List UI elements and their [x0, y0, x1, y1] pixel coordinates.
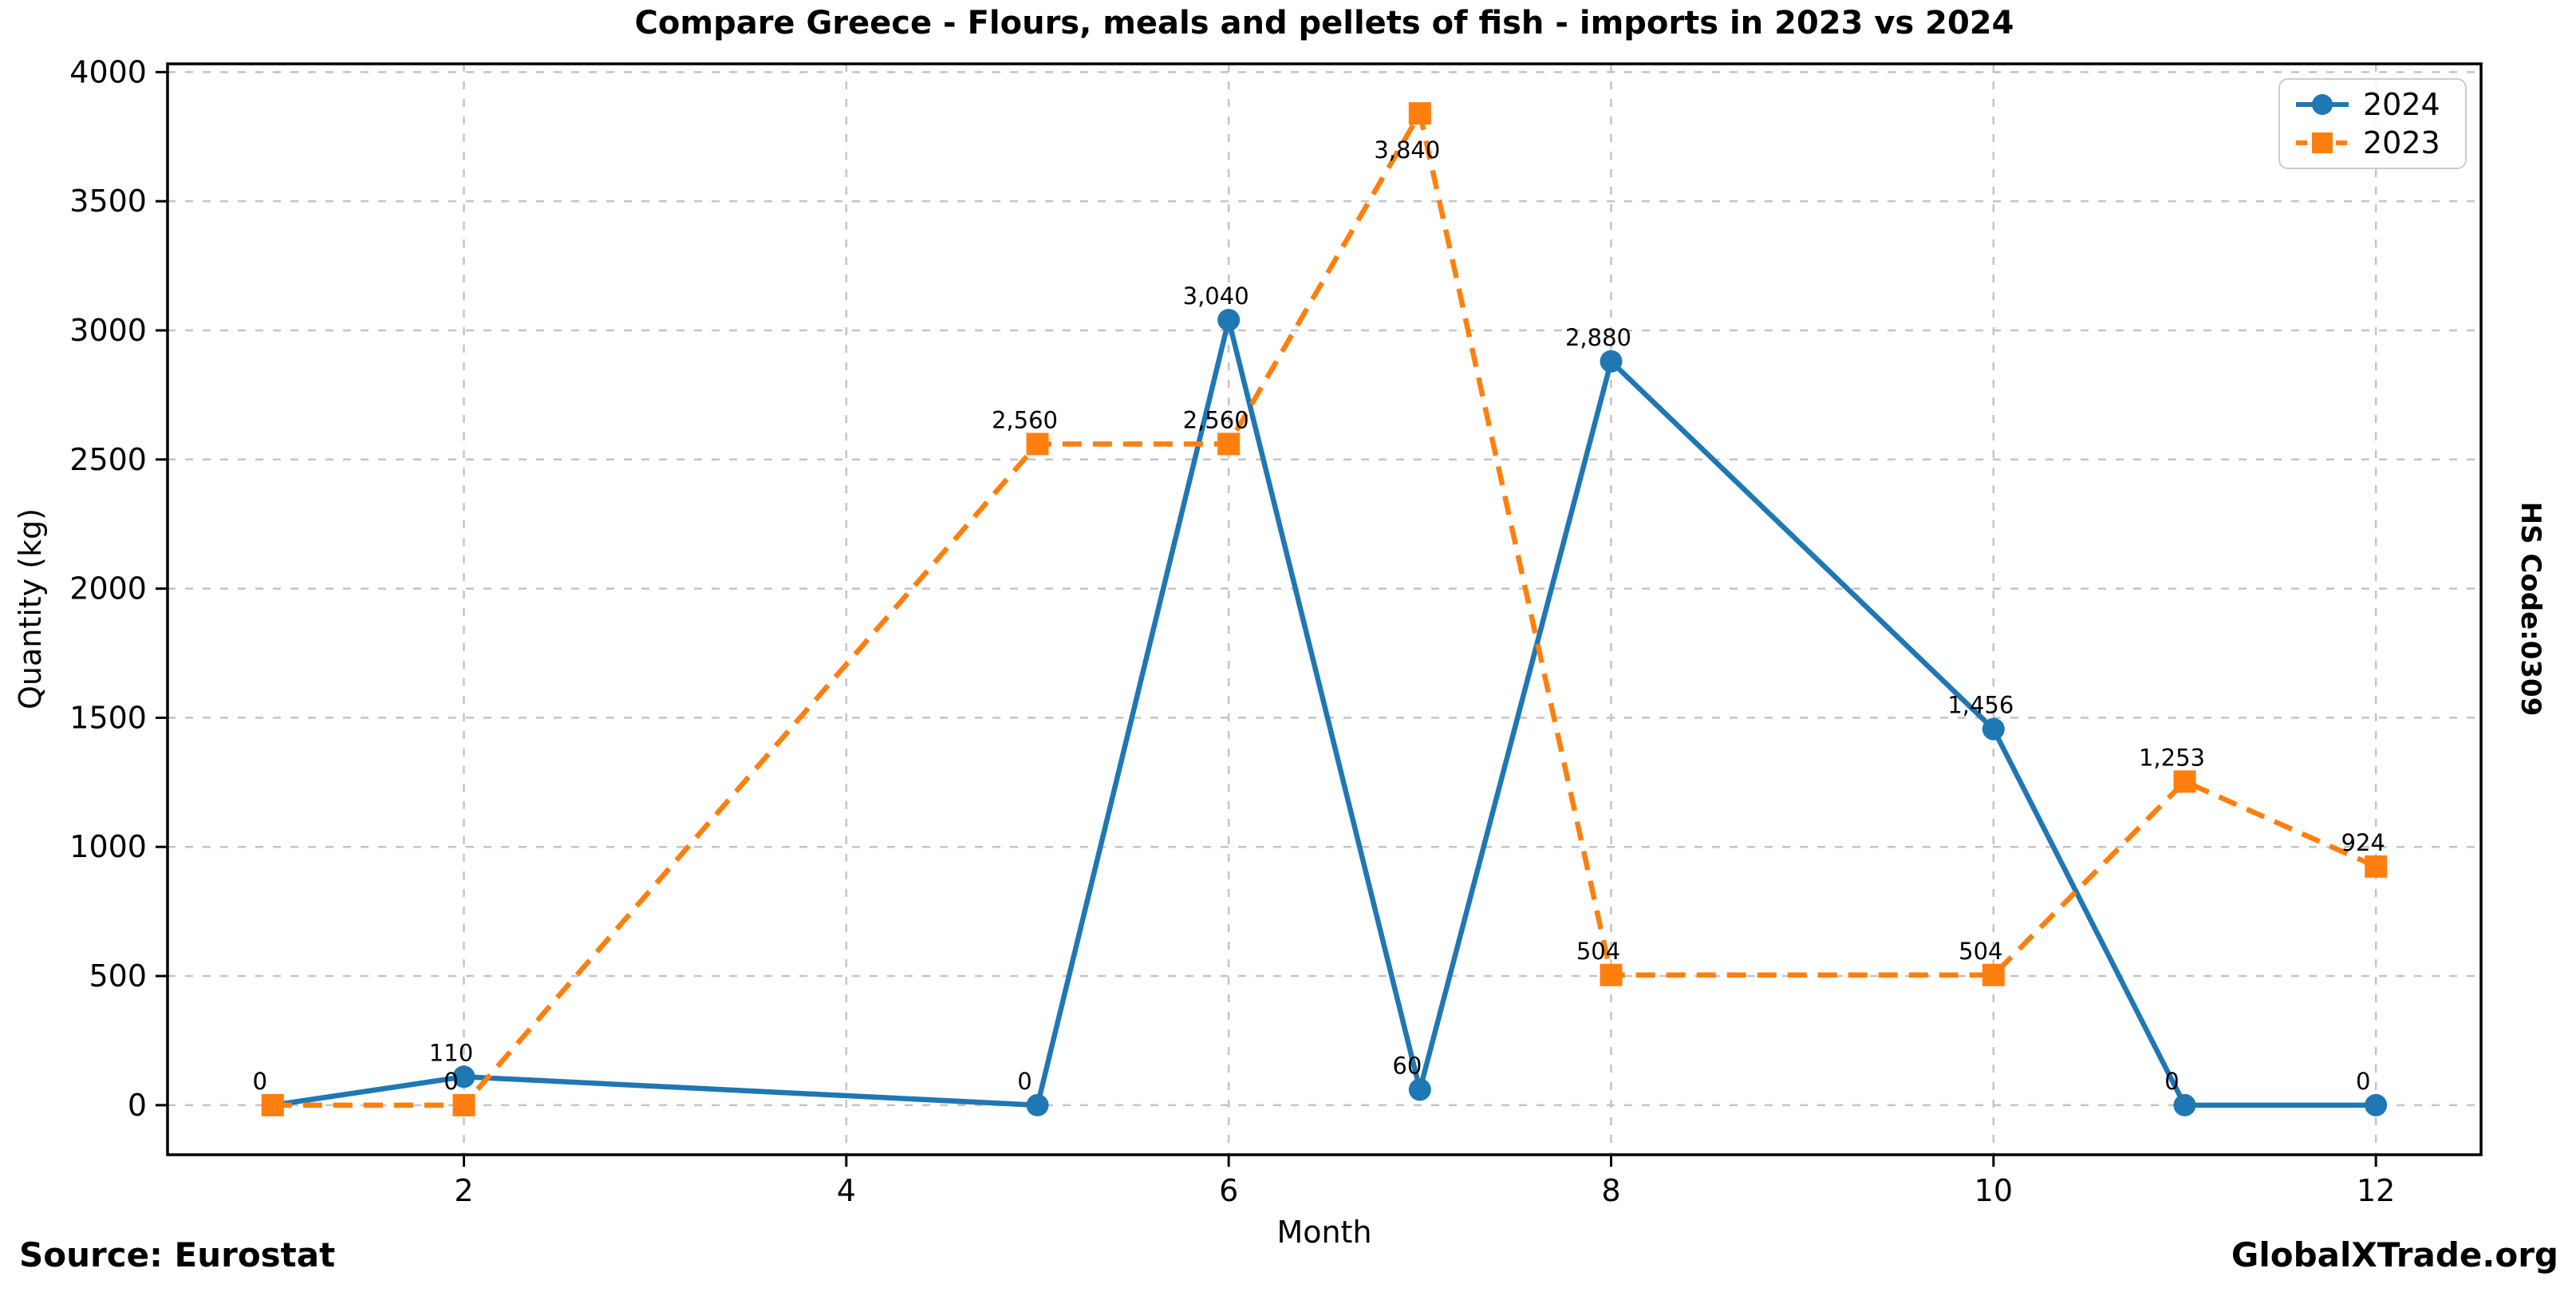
hs-code-label: HS Code:0309 — [2515, 501, 2546, 717]
svg-text:0: 0 — [1017, 1068, 1032, 1095]
svg-text:2000: 2000 — [69, 571, 147, 607]
svg-text:6: 6 — [1219, 1173, 1238, 1208]
svg-text:3,040: 3,040 — [1183, 283, 1249, 310]
svg-text:4000: 4000 — [69, 54, 147, 89]
legend: 2024 2023 — [2278, 78, 2467, 169]
chart-title: Compare Greece - Flours, meals and pelle… — [634, 5, 2014, 41]
svg-text:504: 504 — [1959, 938, 2002, 965]
brand-watermark: GlobalXTrade.org — [2231, 1235, 2558, 1274]
svg-text:60: 60 — [1392, 1052, 1422, 1079]
svg-text:8: 8 — [1601, 1173, 1620, 1208]
svg-text:2,560: 2,560 — [1183, 406, 1249, 433]
svg-text:2,560: 2,560 — [992, 406, 1058, 433]
y-axis-label: Quantity (kg) — [13, 508, 48, 710]
dashed-line-square-marker-icon — [2296, 132, 2349, 153]
svg-text:2: 2 — [454, 1173, 473, 1208]
svg-text:504: 504 — [1576, 938, 1620, 965]
svg-text:0: 0 — [253, 1068, 267, 1095]
svg-text:3000: 3000 — [69, 313, 147, 348]
svg-text:1500: 1500 — [69, 700, 147, 735]
svg-text:2,880: 2,880 — [1565, 324, 1631, 351]
svg-text:110: 110 — [429, 1039, 473, 1066]
svg-text:12: 12 — [2357, 1173, 2395, 1208]
svg-text:1000: 1000 — [69, 829, 147, 864]
svg-text:1,253: 1,253 — [2139, 744, 2205, 771]
svg-text:0: 0 — [2356, 1068, 2370, 1095]
legend-label-2023: 2023 — [2363, 125, 2440, 160]
svg-text:1,456: 1,456 — [1947, 692, 2014, 719]
svg-text:0: 0 — [2164, 1068, 2179, 1095]
svg-text:0: 0 — [128, 1088, 147, 1123]
legend-label-2024: 2024 — [2363, 87, 2440, 122]
svg-text:4: 4 — [837, 1173, 856, 1208]
source-attribution: Source: Eurostat — [19, 1235, 336, 1274]
x-axis-label: Month — [1276, 1215, 1372, 1250]
svg-text:500: 500 — [89, 958, 147, 994]
legend-item-2024: 2024 — [2294, 89, 2451, 120]
svg-text:0: 0 — [253, 1068, 267, 1095]
svg-text:3500: 3500 — [69, 184, 147, 219]
svg-text:2500: 2500 — [69, 442, 147, 477]
svg-text:10: 10 — [1974, 1173, 2013, 1208]
legend-item-2023: 2023 — [2294, 128, 2451, 158]
line-circle-marker-icon — [2296, 94, 2349, 115]
svg-text:924: 924 — [2341, 829, 2385, 856]
svg-text:0: 0 — [444, 1068, 458, 1095]
svg-text:3,840: 3,840 — [1374, 136, 1440, 164]
